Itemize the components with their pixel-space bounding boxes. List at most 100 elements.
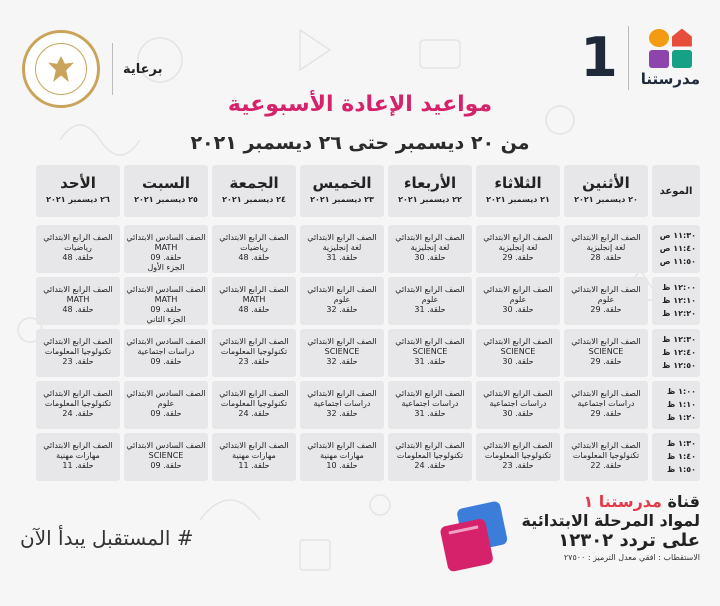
channel-subject-line: لمواد المرحلة الابتدائية (521, 511, 700, 530)
schedule-cell-line: الجزء الأول (147, 263, 185, 272)
schedule-cell-line: حلقة. 11 (62, 461, 94, 470)
schedule-cell-line: SCIENCE (148, 451, 184, 460)
schedule-cell: الصف الرابع الابتدائي دراسات اجتماعية حلقة… (388, 381, 472, 429)
schedule-cell: الصف الرابع الابتدائي دراسات اجتماعية حلقة… (564, 381, 648, 429)
schedule-cell-line: حلقة. 31 (414, 305, 446, 314)
schedule-cell-line: دراسات اجتماعية (401, 399, 459, 408)
schedule-cell-line: حلقة. 09 (150, 409, 182, 418)
schedule-cell-line: مهارات مهنية (320, 451, 364, 460)
schedule-cell-line: الصف السادس الابتدائي (126, 337, 206, 346)
schedule-cell-line: علوم (421, 295, 439, 304)
schedule-cell-line: لغة إنجليزية (498, 243, 538, 252)
schedule-cell-line: حلقة. 09 (150, 357, 182, 366)
schedule-cell-line: حلقة. 29 (502, 253, 534, 262)
schedule-cell: الصف الرابع الابتدائي لغة إنجليزية حلقة. 3… (388, 225, 472, 273)
schedule-cell-line: الصف الرابع الابتدائي (571, 337, 641, 346)
schedule-cell: الصف الرابع الابتدائي MATH حلقة. 48 (36, 277, 120, 325)
schedule-cell-line: الصف الرابع الابتدائي (43, 285, 113, 294)
schedule-cell: الصف الرابع الابتدائي علوم حلقة. 30 (476, 277, 560, 325)
time-slot: ١:٠٠ ظ (667, 387, 696, 396)
schedule-cell-line: حلقة. 31 (326, 253, 358, 262)
time-slot: ١:٢٠ ظ (667, 413, 696, 422)
time-slot-cell: ١٢:٣٠ ظ ١٢:٤٠ ظ ١٢:٥٠ ظ (652, 329, 700, 377)
schedule-cell-line: دراسات اجتماعية (489, 399, 547, 408)
day-date: ٢٢ ديسمبر ٢٠٢١ (398, 195, 462, 204)
schedule-cell: الصف السادس الابتدائي MATH حلقة. 09 الجزء ا… (124, 277, 208, 325)
madrasetna-logo: 1 مدرستنا (580, 26, 700, 90)
schedule-cell: الصف السادس الابتدائي SCIENCE حلقة. 09 (124, 433, 208, 481)
schedule-cell: الصف الرابع الابتدائي لغة إنجليزية حلقة. 2… (476, 225, 560, 273)
schedule-cell: الصف الرابع الابتدائي علوم حلقة. 29 (564, 277, 648, 325)
schedule-cell-line: حلقة. 48 (62, 305, 94, 314)
schedule-cell-line: رياضيات (240, 243, 268, 252)
day-name: الثلاثاء (494, 174, 542, 192)
schedule-cell-line: الصف الرابع الابتدائي (307, 233, 377, 242)
schedule-cell-line: تكنولوجيا المعلومات (220, 399, 288, 408)
schedule-cell-line: الصف الرابع الابتدائي (395, 337, 465, 346)
schedule-cell-line: الصف الرابع الابتدائي (483, 233, 553, 242)
schedule-table: الموعد الأثنين ٢٠ ديسمبر ٢٠٢١ الثلاثاء ٢١ دي… (22, 165, 700, 481)
time-slot: ١٢:٣٠ ظ (662, 335, 696, 344)
time-slot: ١٢:٥٠ ظ (662, 361, 696, 370)
day-header: الثلاثاء ٢١ ديسمبر ٢٠٢١ (476, 165, 560, 217)
time-slot-cell: ١:٣٠ ظ ١:٤٠ ظ ١:٥٠ ظ (652, 433, 700, 481)
schedule-cell: الصف السادس الابتدائي علوم حلقة. 09 (124, 381, 208, 429)
day-date: ٢٥ ديسمبر ٢٠٢١ (134, 195, 198, 204)
schedule-cell-line: SCIENCE (412, 347, 448, 356)
day-header: الجمعة ٢٤ ديسمبر ٢٠٢١ (212, 165, 296, 217)
channel-info: قناة مدرستنا ١ لمواد المرحلة الابتدائية … (522, 492, 700, 562)
schedule-cell: الصف الرابع الابتدائي رياضيات حلقة. 48 (212, 225, 296, 273)
schedule-cell-line: الصف الرابع الابتدائي (43, 337, 113, 346)
schedule-cell-line: الصف الرابع الابتدائي (483, 441, 553, 450)
day-name: الأربعاء (403, 174, 457, 192)
schedule-cell: الصف الرابع الابتدائي دراسات اجتماعية حلقة… (300, 381, 384, 429)
schedule-cell: الصف الرابع الابتدائي SCIENCE حلقة. 29 (564, 329, 648, 377)
schedule-cell-line: حلقة. 23 (62, 357, 94, 366)
schedule-cell-line: تكنولوجيا المعلومات (44, 347, 112, 356)
schedule-cell-line: لغة إنجليزية (410, 243, 450, 252)
schedule-cell-line: الصف الرابع الابتدائي (307, 285, 377, 294)
day-name: الأحد (60, 174, 96, 192)
schedule-cell-line: حلقة. 48 (238, 305, 270, 314)
schedule-cell-line: تكنولوجيا المعلومات (44, 399, 112, 408)
schedule-cell-line: حلقة. 32 (326, 409, 358, 418)
schedule-cell-line: SCIENCE (588, 347, 624, 356)
time-slot: ١:٣٠ ظ (667, 439, 696, 448)
schedule-cell-line: رياضيات (64, 243, 92, 252)
schedule-cell-line: حلقة. 29 (590, 305, 622, 314)
sponsor-block: برعاية (22, 30, 163, 108)
schedule-cell-line: دراسات اجتماعية (313, 399, 371, 408)
page-subtitle: من ٢٠ ديسمبر حتى ٢٦ ديسمبر ٢٠٢١ (190, 132, 530, 154)
schedule-cell-line: الصف السادس الابتدائي (126, 233, 206, 242)
schedule-cell-line: دراسات اجتماعية (137, 347, 195, 356)
time-slot: ١٢:٤٠ ظ (662, 348, 696, 357)
schedule-cell-line: حلقة. 09 (150, 305, 182, 314)
schedule-cell-line: الصف الرابع الابتدائي (571, 389, 641, 398)
time-slot: ١٢:١٠ ظ (662, 296, 696, 305)
divider (112, 43, 113, 95)
schedule-cell-line: علوم (597, 295, 615, 304)
schedule-cell-line: حلقة. 32 (326, 305, 358, 314)
schedule-cell-line: MATH (66, 295, 90, 304)
schedule-cell-line: حلقة. 09 (150, 253, 182, 262)
schedule-cell-line: حلقة. 24 (238, 409, 270, 418)
day-date: ٢٠ ديسمبر ٢٠٢١ (574, 195, 638, 204)
schedule-cell-line: حلقة. 28 (590, 253, 622, 262)
schedule-cell-line: MATH (154, 243, 178, 252)
schedule-cell: الصف الرابع الابتدائي رياضيات حلقة. 48 (36, 225, 120, 273)
time-slot-cell: ١:٠٠ ظ ١:١٠ ظ ١:٢٠ ظ (652, 381, 700, 429)
day-header: الخميس ٢٣ ديسمبر ٢٠٢١ (300, 165, 384, 217)
schedule-cell: الصف الرابع الابتدائي تكنولوجيا المعلومات… (388, 433, 472, 481)
schedule-cell-line: دراسات اجتماعية (577, 399, 635, 408)
schedule-cell-line: الصف الرابع الابتدائي (483, 285, 553, 294)
schedule-cell: الصف الرابع الابتدائي SCIENCE حلقة. 32 (300, 329, 384, 377)
time-slot: ١١:٣٠ ص (659, 231, 696, 240)
day-name: السبت (141, 174, 191, 192)
schedule-cell-line: SCIENCE (500, 347, 536, 356)
schedule-cell-line: تكنولوجيا المعلومات (484, 451, 552, 460)
schedule-cell-line: الصف الرابع الابتدائي (219, 441, 289, 450)
channel-polarization: الاستقطاب : افقي معدل الترميز : ٢٧٥٠٠ (563, 553, 700, 562)
day-date: ٢١ ديسمبر ٢٠٢١ (486, 195, 550, 204)
time-slot: ١٢:٢٠ ظ (662, 309, 696, 318)
schedule-cell-line: الصف الرابع الابتدائي (219, 337, 289, 346)
